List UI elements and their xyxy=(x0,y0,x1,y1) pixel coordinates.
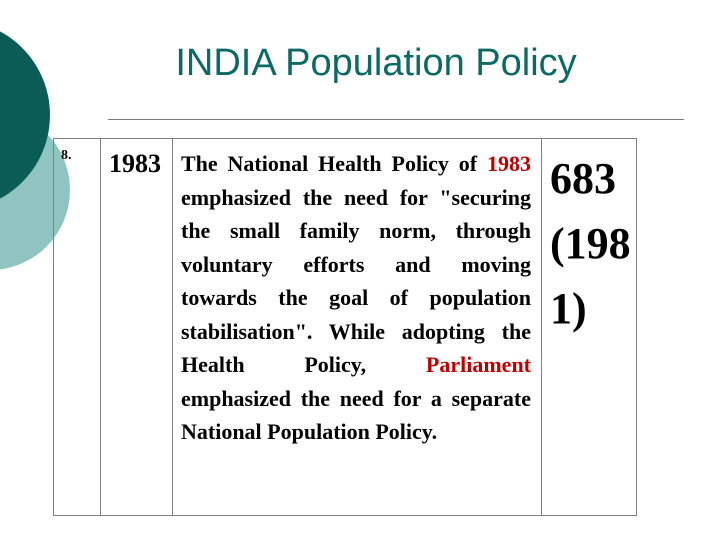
dark-teal-circle xyxy=(0,31,50,199)
table-row: 8. 1983 The National Health Policy of 19… xyxy=(53,138,637,516)
description-highlight-year: 1983 xyxy=(487,151,532,176)
policy-description: The National Health Policy of 1983 empha… xyxy=(173,139,541,449)
decorative-circles xyxy=(0,0,140,300)
serial-cell: 8. xyxy=(53,138,101,516)
title-divider xyxy=(108,119,684,120)
policy-table: 8. 1983 The National Health Policy of 19… xyxy=(53,138,637,516)
description-text: emphasized the need for a separate Natio… xyxy=(181,385,531,445)
description-highlight-parliament: Parliament xyxy=(425,352,532,377)
description-text: The National Health Policy of xyxy=(181,151,478,176)
population-count: 683 (1981) xyxy=(550,154,631,333)
count-cell: 683 (1981) xyxy=(541,138,637,516)
year-cell: 1983 xyxy=(100,138,173,516)
year-value: 1983 xyxy=(109,149,161,178)
description-text: emphasized the need for "securing the sm… xyxy=(181,184,531,378)
serial-number: 8. xyxy=(61,148,72,163)
page-title: INDIA Population Policy xyxy=(175,42,577,84)
description-cell: The National Health Policy of 1983 empha… xyxy=(172,138,542,516)
